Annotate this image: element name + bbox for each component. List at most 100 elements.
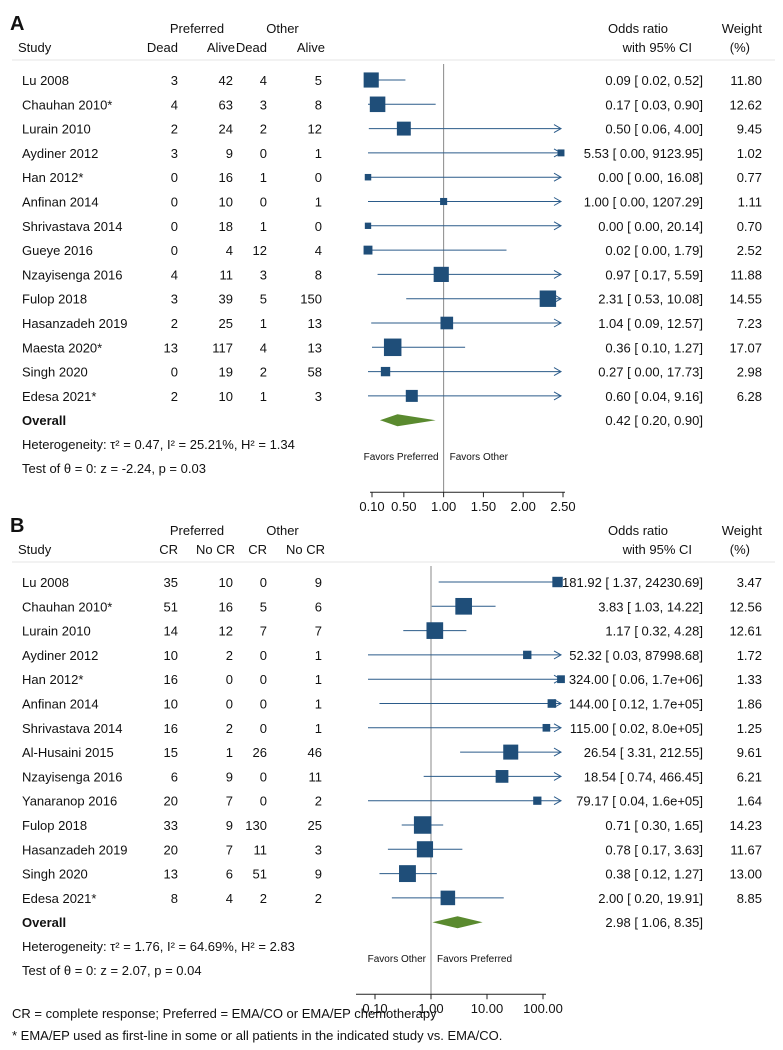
- point-estimate-box: [433, 266, 449, 282]
- panel-a-x-tick-label: 0.50: [391, 499, 416, 514]
- panel-b-row: Al-Husaini 2015 15 1 26 46 26.54 [ 3.31, 212.…: [22, 744, 762, 760]
- count-g1c2: 42: [219, 73, 233, 88]
- count-g2c2: 4: [315, 243, 322, 258]
- panel-a-row: Lu 2008 3 42 4 5 0.09 [ 0.02, 0.52] 11.80: [22, 72, 762, 88]
- count-g2c1: 0: [260, 697, 267, 712]
- count-g1c1: 0: [171, 195, 178, 210]
- count-g1c1: 6: [171, 769, 178, 784]
- study-label: Anfinan 2014: [22, 697, 99, 712]
- count-g2c2: 12: [308, 122, 322, 137]
- panel-a-x-tick-label: 2.50: [550, 499, 575, 514]
- weight-text: 17.07: [729, 340, 762, 355]
- panel-a-favors-right: Favors Other: [450, 452, 509, 463]
- panel-a-header-g2c2: Alive: [297, 40, 325, 55]
- panel-b-header-weight2: (%): [730, 542, 750, 557]
- ci-arrow: [553, 269, 563, 279]
- count-g2c1: 5: [260, 292, 267, 307]
- count-g2c1: 1: [260, 219, 267, 234]
- count-g1c2: 16: [219, 170, 233, 185]
- count-g2c1: 0: [260, 672, 267, 687]
- count-g2c1: 0: [260, 721, 267, 736]
- count-g1c1: 3: [171, 292, 178, 307]
- study-label: Aydiner 2012: [22, 146, 98, 161]
- panel-a-x-tick-label: 1.50: [471, 499, 496, 514]
- weight-text: 11.80: [730, 73, 762, 88]
- panel-a-header-group1: Preferred: [170, 21, 224, 36]
- panel-b-row: Lurain 2010 14 12 7 7 1.17 [ 0.32, 4.28] 12.61: [22, 622, 762, 639]
- weight-text: 3.47: [737, 575, 762, 590]
- count-g1c1: 33: [164, 818, 178, 833]
- ci-text: 0.00 [ 0.00, 16.08]: [598, 170, 703, 185]
- study-label: Shrivastava 2014: [22, 219, 122, 234]
- count-g2c2: 25: [308, 818, 322, 833]
- panel-a-row: Maesta 2020* 13 117 4 13 0.36 [ 0.10, 1.27] 17…: [22, 338, 762, 357]
- weight-text: 2.98: [737, 365, 762, 380]
- footnote-abbreviations: CR = complete response; Preferred = EMA/…: [12, 1006, 437, 1021]
- ci-arrow: [553, 294, 563, 304]
- count-g2c1: 0: [260, 769, 267, 784]
- count-g2c1: 1: [260, 389, 267, 404]
- weight-text: 6.21: [737, 769, 762, 784]
- count-g1c2: 6: [226, 867, 233, 882]
- count-g2c1: 11: [254, 842, 268, 857]
- ci-text: 0.60 [ 0.04, 9.16]: [605, 389, 703, 404]
- study-label: Singh 2020: [22, 867, 88, 882]
- ci-text: 26.54 [ 3.31, 212.55]: [584, 745, 703, 760]
- weight-text: 1.25: [737, 721, 762, 736]
- count-g2c2: 6: [315, 599, 322, 614]
- count-g2c2: 9: [315, 867, 322, 882]
- count-g2c2: 0: [315, 170, 322, 185]
- count-g1c2: 9: [226, 146, 233, 161]
- count-g1c1: 0: [171, 219, 178, 234]
- ci-text: 0.78 [ 0.17, 3.63]: [605, 842, 703, 857]
- panel-b-row: Lu 2008 35 10 0 9 181.92 [ 1.37, 24230.69] 3.4…: [22, 575, 762, 590]
- count-g1c2: 1: [226, 745, 233, 760]
- study-label: Singh 2020: [22, 365, 88, 380]
- weight-text: 6.28: [737, 389, 762, 404]
- count-g2c1: 0: [260, 648, 267, 663]
- count-g2c2: 150: [300, 292, 322, 307]
- panel-a-row: Gueye 2016 0 4 12 4 0.02 [ 0.00, 1.79] 2.52: [22, 243, 762, 258]
- count-g1c1: 15: [164, 745, 178, 760]
- ci-arrow: [553, 367, 563, 377]
- study-label: Han 2012*: [22, 672, 83, 687]
- panel-a-row: Lurain 2010 2 24 2 12 0.50 [ 0.06, 4.00] 9.45: [22, 122, 762, 137]
- ci-text: 0.09 [ 0.02, 0.52]: [605, 73, 703, 88]
- ci-text: 3.83 [ 1.03, 14.22]: [598, 599, 703, 614]
- ci-text: 144.00 [ 0.12, 1.7e+05]: [569, 697, 703, 712]
- point-estimate-box: [363, 72, 379, 88]
- point-estimate-box: [440, 197, 448, 206]
- weight-text: 9.61: [737, 745, 762, 760]
- study-label: Lu 2008: [22, 575, 69, 590]
- ci-arrow: [553, 124, 563, 134]
- study-label: Aydiner 2012: [22, 648, 98, 663]
- weight-text: 13.00: [729, 867, 762, 882]
- weight-text: 12.56: [729, 599, 762, 614]
- panel-a-x-tick-label: 1.00: [431, 499, 456, 514]
- ci-arrow: [553, 650, 563, 660]
- panel-b-header-g2c2: No CR: [286, 542, 325, 557]
- count-g2c2: 58: [308, 365, 322, 380]
- count-g2c1: 12: [253, 243, 267, 258]
- panel-b-row: Edesa 2021* 8 4 2 2 2.00 [ 0.20, 19.91] 8.85: [22, 890, 762, 906]
- point-estimate-box: [396, 121, 411, 136]
- study-label: Fulop 2018: [22, 292, 87, 307]
- panel-b-row: Han 2012* 16 0 0 1 324.00 [ 0.06, 1.7e+06] 1.3…: [22, 672, 762, 687]
- panel-b-row: Nzayisenga 2016 6 9 0 11 18.54 [ 0.74, 466.45…: [22, 769, 762, 784]
- ci-text: 0.97 [ 0.17, 5.59]: [605, 267, 703, 282]
- count-g2c1: 0: [260, 195, 267, 210]
- panel-b-row: Hasanzadeh 2019 20 7 11 3 0.78 [ 0.17, 3.63] 1…: [22, 841, 762, 858]
- count-g1c2: 7: [226, 842, 233, 857]
- panel-a-row: Singh 2020 0 19 2 58 0.27 [ 0.00, 17.73] 2.98: [22, 365, 762, 380]
- count-g2c2: 3: [315, 389, 322, 404]
- study-label: Al-Husaini 2015: [22, 745, 114, 760]
- panel-b-row: Singh 2020 13 6 51 9 0.38 [ 0.12, 1.27] 13.00: [22, 865, 762, 883]
- point-estimate-box: [369, 96, 386, 113]
- ci-arrow: [553, 699, 563, 708]
- point-estimate-box: [557, 675, 565, 684]
- weight-text: 8.85: [737, 891, 762, 906]
- count-g1c2: 10: [219, 389, 233, 404]
- ci-text: 0.27 [ 0.00, 17.73]: [598, 365, 703, 380]
- point-estimate-box: [426, 622, 444, 639]
